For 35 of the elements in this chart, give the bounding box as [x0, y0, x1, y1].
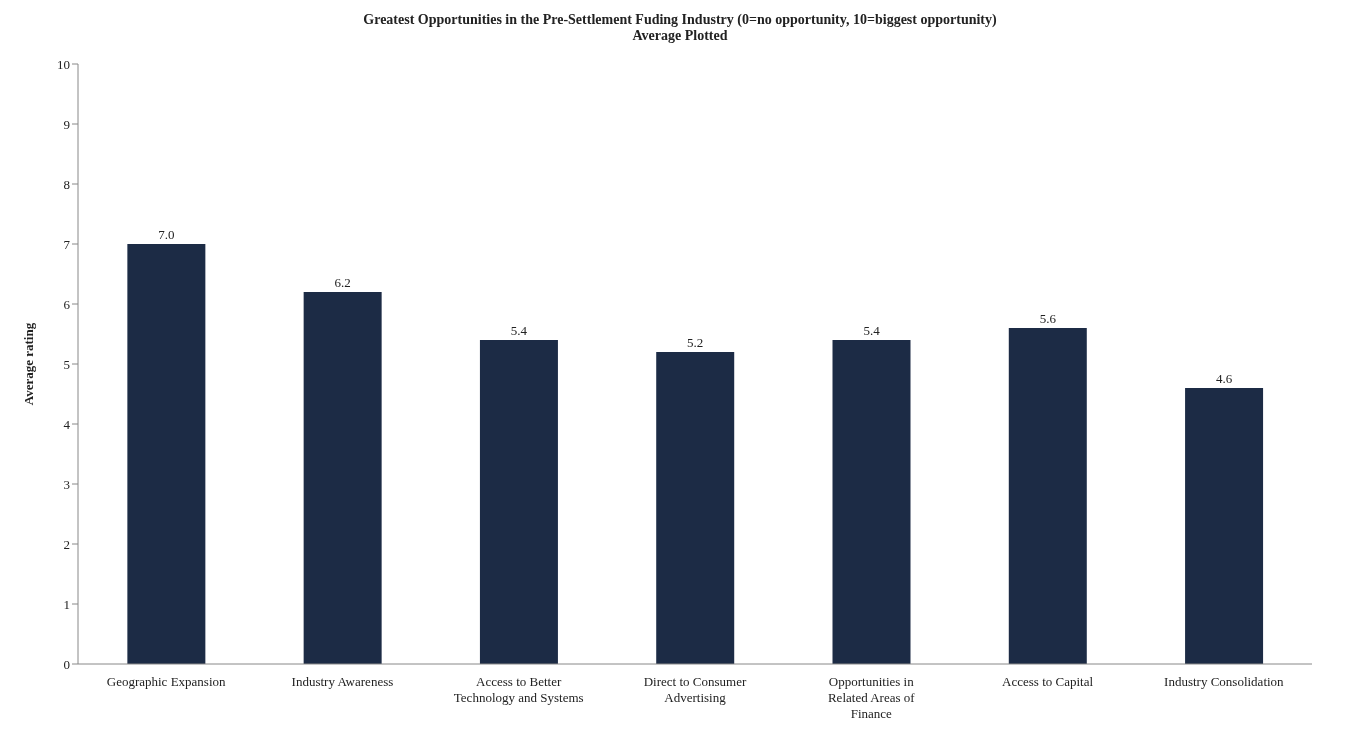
y-tick-label: 7 [63, 236, 71, 252]
y-tick-label: 5 [63, 356, 70, 372]
y-tick-label: 8 [63, 176, 70, 192]
bar [479, 340, 558, 664]
bar [303, 292, 382, 664]
y-axis-title: Average rating [20, 322, 36, 406]
chart-subtitle: Average Plotted [631, 28, 729, 44]
x-tick-label: Opportunities in Related Areas of Finance [827, 674, 916, 721]
bar [1185, 388, 1264, 664]
data-label: 4.6 [1215, 371, 1233, 386]
x-tick-label: Access to Better Technology and Systems [453, 674, 584, 705]
bar [1008, 328, 1087, 664]
bar [656, 352, 735, 664]
y-tick-label: 6 [63, 296, 71, 312]
bar [832, 340, 911, 664]
data-label: 5.6 [1039, 311, 1057, 326]
data-label: 5.2 [687, 335, 704, 350]
y-tick-label: 1 [63, 596, 70, 612]
y-tick-label: 9 [63, 116, 70, 132]
y-tick-label: 2 [63, 536, 70, 552]
x-tick-label: Industry Awareness [291, 674, 394, 689]
x-tick-label: Direct to Consumer Advertising [643, 674, 747, 705]
data-label: 6.2 [334, 275, 351, 290]
data-label: 5.4 [510, 323, 528, 338]
data-label: 7.0 [158, 227, 175, 242]
x-tick-label: Geographic Expansion [106, 674, 227, 689]
y-tick-label: 10 [57, 56, 70, 72]
y-tick-label: 0 [63, 656, 70, 672]
bar [127, 244, 206, 664]
y-tick-label: 4 [63, 416, 71, 432]
data-label: 5.4 [863, 323, 881, 338]
y-tick-label: 3 [63, 476, 70, 492]
x-tick-label: Industry Consolidation [1164, 674, 1285, 689]
chart-title: Greatest Opportunities in the Pre-Settlement Fuding Industry (0=no opportunity, 10=biggest opportunity) [362, 12, 998, 28]
x-tick-label: Access to Capital [1002, 674, 1094, 689]
